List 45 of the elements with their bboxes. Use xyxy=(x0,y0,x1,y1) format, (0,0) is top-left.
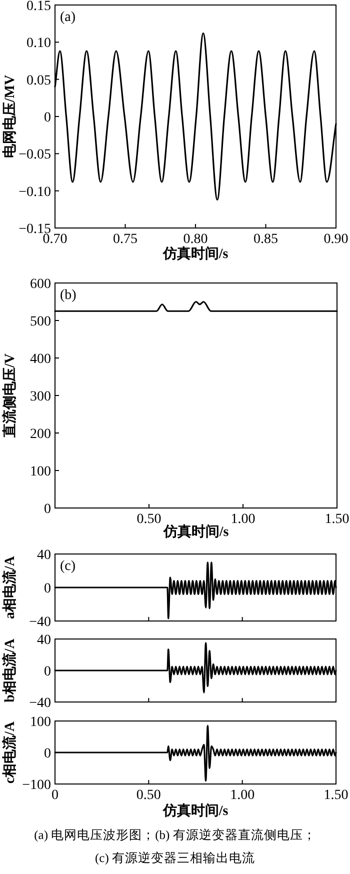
x-tick-label: 0.85 xyxy=(254,232,278,247)
x-axis-title: 仿真时间/s xyxy=(162,803,229,819)
y-tick-label: 100 xyxy=(30,464,51,480)
y-tick-label: 200 xyxy=(30,427,51,442)
y-tick-label: −0.05 xyxy=(18,148,51,163)
text: (a) 电网电压波形图；(b) 有源逆变器直流侧电压； xyxy=(34,827,316,842)
y-tick-label: 500 xyxy=(30,314,51,330)
x-tick-label: 0.75 xyxy=(113,232,138,247)
x-tick-label: 1.00 xyxy=(230,512,256,527)
y-tick-label: 100 xyxy=(30,715,51,730)
y-tick-label: 0 xyxy=(44,582,51,596)
y-tick-label: −100 xyxy=(22,778,51,793)
y-axis-title: 电网电压/MV xyxy=(2,74,18,158)
x-tick-label: 1.50 xyxy=(324,788,348,803)
y-tick-label: −40 xyxy=(29,696,51,711)
y-tick-label: 0 xyxy=(44,746,51,762)
text: (c) 有源逆变器三相输出电流 xyxy=(95,850,255,865)
x-tick-label: 0.90 xyxy=(324,232,348,247)
y-axis-title: c相电流/A xyxy=(1,720,18,784)
y-tick-label: 40 xyxy=(37,633,51,648)
x-axis-title: 仿真时间/s xyxy=(162,524,230,540)
y-tick-label: 0.10 xyxy=(26,36,51,52)
y-tick-label: 0.15 xyxy=(26,0,51,14)
y-axis-title: b相电流/A xyxy=(1,638,18,702)
x-tick-label: 0.80 xyxy=(183,232,208,247)
y-tick-label: 0 xyxy=(44,110,51,126)
x-tick-label: 0.50 xyxy=(136,512,162,527)
annotation: (a) xyxy=(60,10,76,25)
y-tick-label: −40 xyxy=(29,615,51,630)
x-tick-label: 1.00 xyxy=(230,788,255,803)
y-tick-label: 400 xyxy=(30,352,51,367)
x-tick-label: 0.50 xyxy=(136,788,161,803)
y-tick-label: 0 xyxy=(44,502,51,517)
y-tick-label: 0.05 xyxy=(26,73,51,88)
y-tick-label: 0 xyxy=(44,664,51,680)
y-tick-label: 300 xyxy=(30,390,51,404)
annotation: (b) xyxy=(60,288,77,303)
y-axis-title: 直流侧电压/V xyxy=(1,354,18,438)
x-axis-title: 仿真时间/s xyxy=(162,246,229,262)
x-tick-label: 1.50 xyxy=(324,512,350,527)
annotation: (c) xyxy=(60,559,76,574)
y-axis-title: a相电流/A xyxy=(1,555,18,619)
y-tick-label: 600 xyxy=(30,277,51,292)
y-tick-label: 40 xyxy=(37,548,51,563)
y-tick-label: −0.10 xyxy=(18,184,51,200)
